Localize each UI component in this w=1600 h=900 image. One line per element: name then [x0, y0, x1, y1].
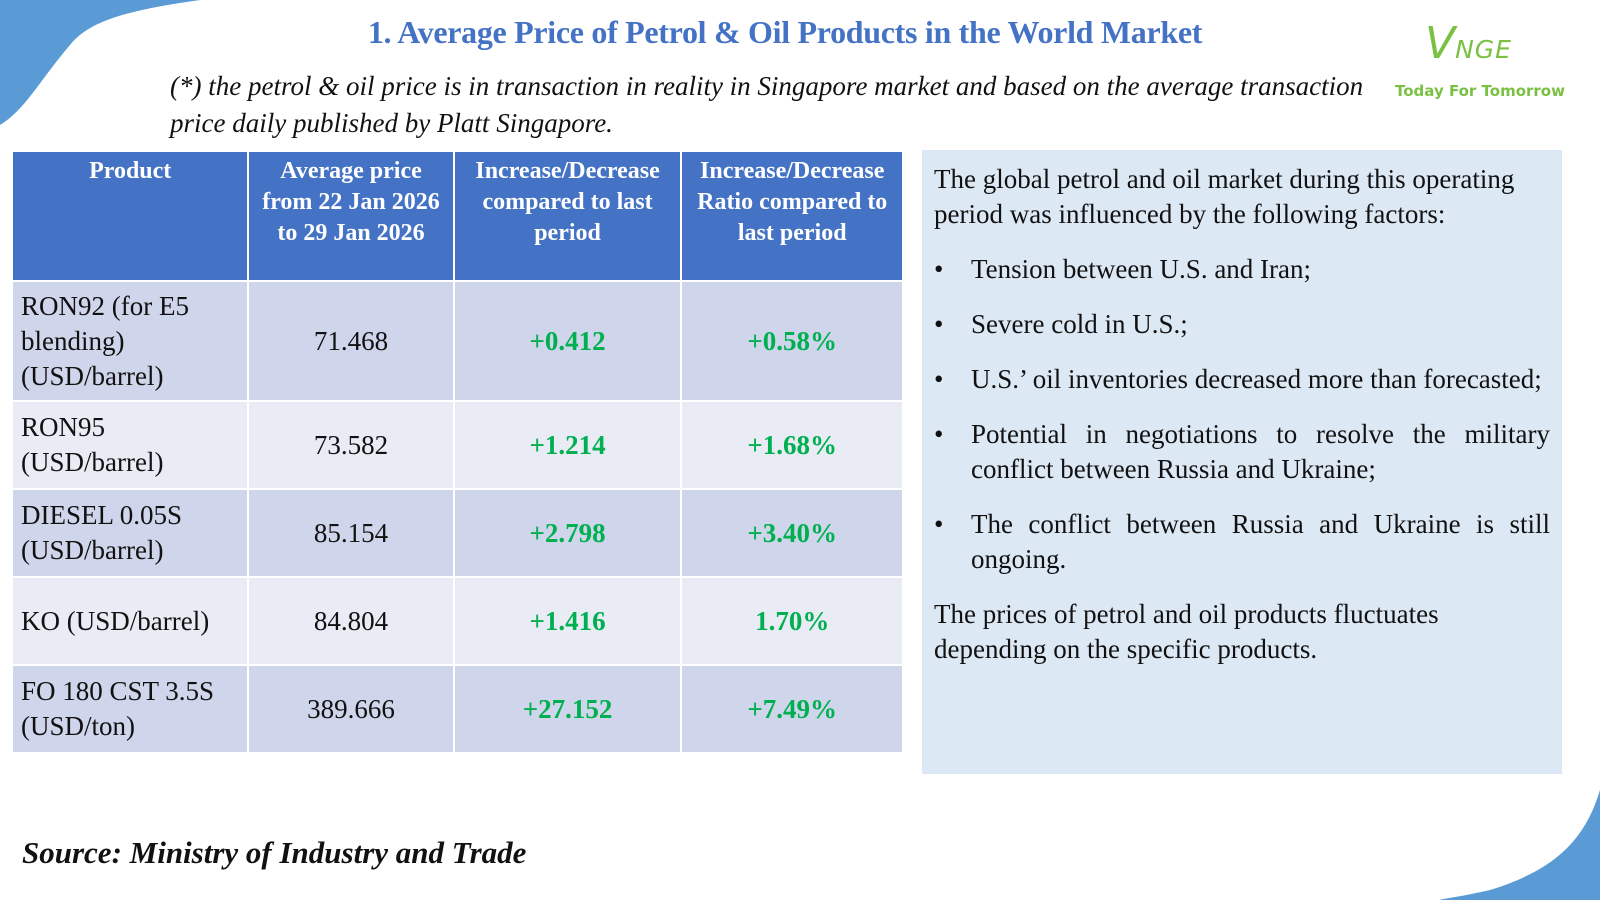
product-name: KO (USD/barrel) — [13, 578, 248, 664]
table-row: RON95 (USD/barrel) 73.582 +1.214 +1.68% — [13, 402, 902, 488]
factor-text: The conflict between Russia and Ukraine … — [971, 509, 1550, 574]
product-name: RON95 (USD/barrel) — [13, 402, 248, 488]
logo-tagline: Today For Tomorrow — [1395, 82, 1565, 100]
source-citation: Source: Ministry of Industry and Trade — [22, 835, 527, 870]
table-row: KO (USD/barrel) 84.804 +1.416 1.70% — [13, 578, 902, 664]
price-change: +1.416 — [454, 578, 681, 664]
factor-item: • U.S.’ oil inventories decreased more th… — [934, 362, 1550, 397]
logo-checkmark-v: V — [1425, 18, 1456, 69]
average-price: 389.666 — [249, 666, 453, 752]
average-price: 85.154 — [249, 490, 453, 576]
table-row: RON92 (for E5 blending) (USD/barrel) 71.… — [13, 282, 902, 400]
factor-text: Severe cold in U.S.; — [971, 309, 1188, 339]
factor-item: • Potential in negotiations to resolve th… — [934, 417, 1550, 487]
price-change: +27.152 — [454, 666, 681, 752]
average-price: 71.468 — [249, 282, 453, 400]
price-change: +1.214 — [454, 402, 681, 488]
factor-item: • The conflict between Russia and Ukraine… — [934, 507, 1550, 577]
header-change-ratio: Increase/Decrease Ratio compared to last… — [682, 152, 902, 280]
price-change: +2.798 — [454, 490, 681, 576]
factor-item: • Tension between U.S. and Iran; — [934, 252, 1550, 287]
price-change-ratio: +1.68% — [682, 402, 902, 488]
page-title: 1. Average Price of Petrol & Oil Product… — [367, 14, 1203, 50]
bullet-icon: • — [934, 364, 944, 394]
factors-list: • Tension between U.S. and Iran; • Severe … — [934, 252, 1550, 577]
subtitle-note: (*) the petrol & oil price is in transac… — [170, 71, 1364, 138]
product-name: DIESEL 0.05S (USD/barrel) — [13, 490, 248, 576]
bullet-icon: • — [934, 509, 944, 539]
factor-text: U.S.’ oil inventories decreased more tha… — [971, 364, 1542, 394]
price-change-ratio: +3.40% — [682, 490, 902, 576]
bottom-right-wave-shape — [1440, 790, 1600, 900]
bullet-icon: • — [934, 254, 944, 284]
table-header-row: Product Average price from 22 Jan 2026 t… — [13, 152, 902, 280]
vnge-logo: VNGE Today For Tomorrow — [1385, 18, 1575, 108]
bullet-icon: • — [934, 419, 944, 449]
factor-item: • Severe cold in U.S.; — [934, 307, 1550, 342]
product-name: RON92 (for E5 blending) (USD/barrel) — [13, 282, 248, 400]
average-price: 73.582 — [249, 402, 453, 488]
table-row: FO 180 CST 3.5S (USD/ton) 389.666 +27.15… — [13, 666, 902, 752]
factor-text: Potential in negotiations to resolve the… — [971, 419, 1550, 484]
header-change: Increase/Decrease compared to last perio… — [454, 152, 681, 280]
table-row: DIESEL 0.05S (USD/barrel) 85.154 +2.798 … — [13, 490, 902, 576]
logo-mark: VNGE — [1425, 18, 1512, 69]
header-average-price: Average price from 22 Jan 2026 to 29 Jan… — [249, 152, 453, 280]
panel-conclusion: The prices of petrol and oil products fl… — [934, 599, 1439, 664]
price-table: Product Average price from 22 Jan 2026 t… — [11, 150, 904, 754]
logo-nge-text: NGE — [1455, 35, 1512, 64]
average-price: 84.804 — [249, 578, 453, 664]
bullet-icon: • — [934, 309, 944, 339]
price-change-ratio: +7.49% — [682, 666, 902, 752]
price-change: +0.412 — [454, 282, 681, 400]
price-change-ratio: +0.58% — [682, 282, 902, 400]
factor-text: Tension between U.S. and Iran; — [971, 254, 1312, 284]
product-name: FO 180 CST 3.5S (USD/ton) — [13, 666, 248, 752]
panel-intro: The global petrol and oil market during … — [934, 164, 1515, 229]
market-factors-panel: The global petrol and oil market during … — [922, 150, 1562, 774]
price-change-ratio: 1.70% — [682, 578, 902, 664]
header-product: Product — [13, 152, 248, 280]
